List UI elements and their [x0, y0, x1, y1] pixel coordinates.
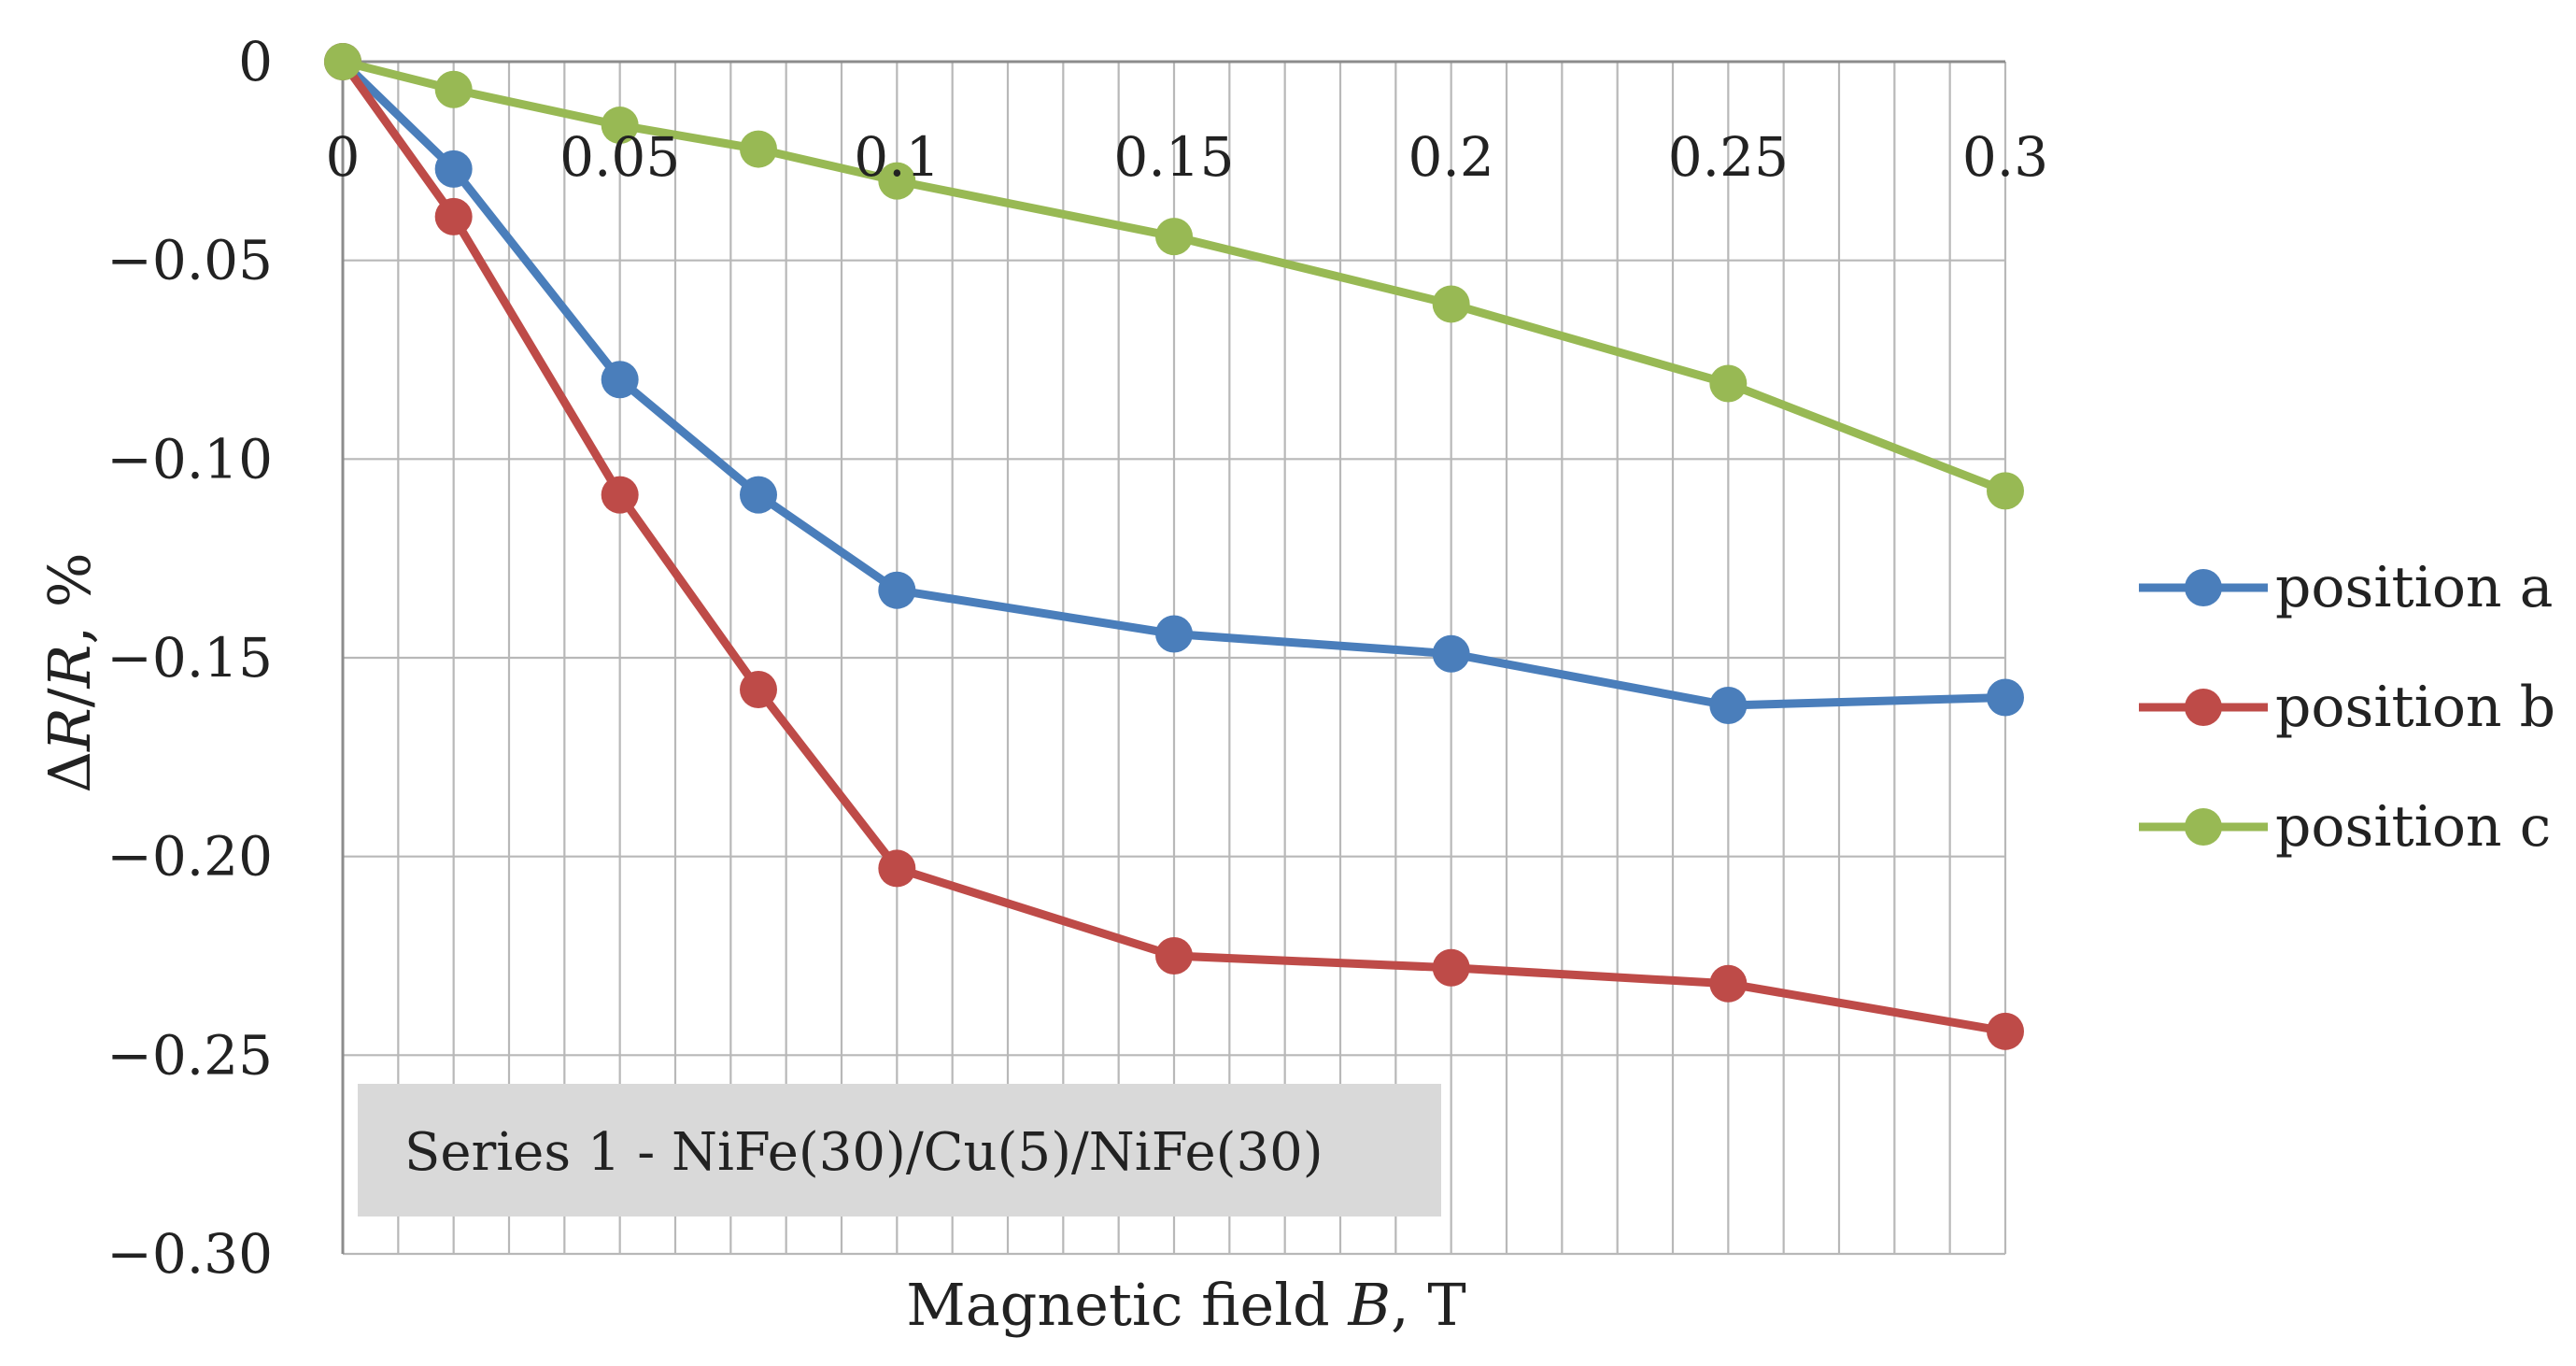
series-position-c: [324, 43, 2024, 510]
y-tick-label: −0.05: [106, 229, 273, 292]
x-tick-label: 0.2: [1408, 125, 1494, 189]
data-point: [1155, 937, 1193, 975]
data-point: [324, 43, 361, 80]
legend-label: position b: [2275, 675, 2555, 740]
legend-label: position a: [2275, 555, 2553, 620]
x-axis-title: Magnetic field B, T: [906, 1271, 1466, 1339]
legend-swatch-marker: [2185, 689, 2222, 726]
data-point: [1432, 948, 1470, 987]
tick-label-layer: 0 0.05 0.1 0.15 0.2 0.25 0.3 0 −0.05 −0.10 −0.15 −0…: [106, 30, 2048, 1286]
data-point: [1987, 678, 2024, 717]
series-annotation-box: [358, 1084, 1441, 1217]
x-tick-label: 0.25: [1668, 125, 1789, 189]
x-tick-label: 0.05: [559, 125, 680, 189]
x-tick-label: 0.1: [854, 125, 940, 189]
series-annotation-label: Series 1 - NiFe(30)/Cu(5)/NiFe(30): [404, 1122, 1323, 1183]
data-point: [1987, 1012, 2024, 1050]
data-point: [434, 197, 473, 235]
data-point: [1432, 634, 1470, 673]
data-point: [601, 361, 639, 399]
legend-swatch-marker: [2185, 808, 2222, 846]
data-point: [1155, 218, 1193, 256]
legend: position a position b position c: [2139, 555, 2555, 860]
y-tick-label: −0.25: [106, 1023, 273, 1087]
legend-item: position b: [2139, 675, 2555, 740]
data-point: [1709, 364, 1748, 403]
x-tick-label: 0.3: [1962, 125, 2048, 189]
data-point: [878, 571, 916, 609]
data-point: [740, 671, 777, 709]
data-point: [878, 162, 916, 200]
annotation-layer: Series 1 - NiFe(30)/Cu(5)/NiFe(30): [358, 1084, 1441, 1217]
y-tick-label: 0: [238, 30, 273, 93]
data-point: [878, 849, 916, 888]
data-point: [1155, 615, 1193, 653]
series-position-b: [324, 43, 2024, 1050]
data-point: [1432, 285, 1470, 323]
y-tick-label: −0.30: [106, 1222, 273, 1286]
legend-swatch-marker: [2185, 569, 2222, 606]
data-point: [434, 149, 473, 188]
data-point: [740, 130, 777, 168]
x-tick-label: 0.15: [1113, 125, 1234, 189]
data-point: [1709, 687, 1748, 725]
data-point: [601, 107, 639, 145]
data-point: [1709, 964, 1748, 1003]
legend-item: position a: [2139, 555, 2553, 620]
legend-item: position c: [2139, 794, 2551, 860]
grid-layer: [343, 62, 2007, 1256]
series-layer: [324, 43, 2024, 1050]
axis-layer: [341, 60, 2005, 1254]
data-point: [601, 476, 639, 514]
series-position-a: [324, 43, 2024, 725]
y-tick-label: −0.10: [106, 427, 273, 491]
y-tick-label: −0.20: [106, 825, 273, 889]
y-axis-title: ΔR/R, %: [35, 552, 104, 792]
y-tick-label: −0.15: [106, 626, 273, 690]
x-tick-label: 0: [326, 125, 361, 189]
legend-label: position c: [2275, 794, 2551, 860]
data-point: [1987, 472, 2024, 510]
data-point: [434, 70, 473, 108]
data-point: [740, 476, 777, 514]
